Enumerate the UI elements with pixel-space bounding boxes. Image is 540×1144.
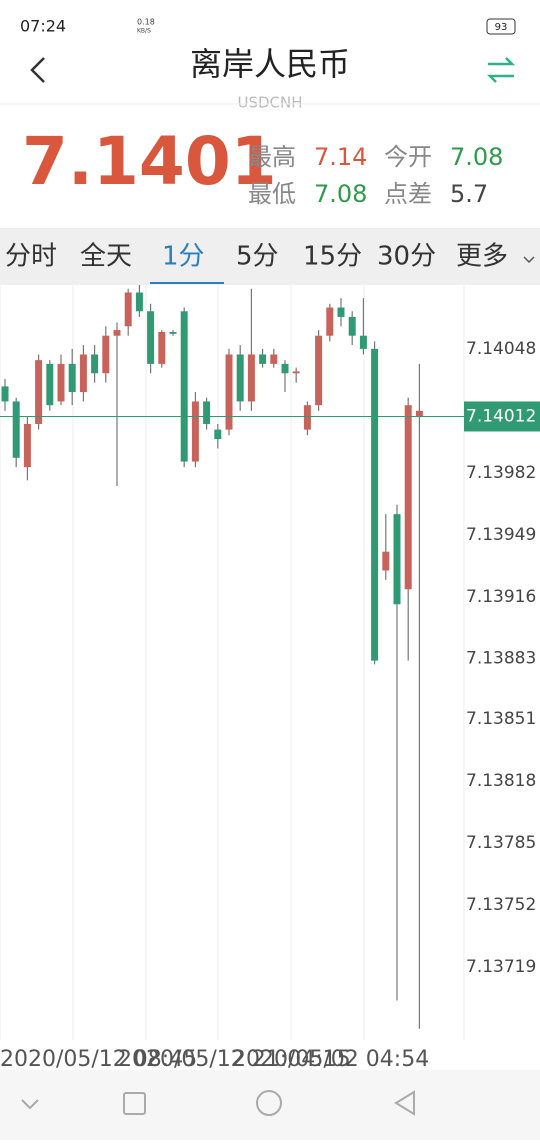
candle-body — [236, 354, 244, 402]
nav-home[interactable] — [256, 1090, 282, 1116]
x-tick-label: 2020/05/02 04:54 — [232, 1047, 429, 1072]
back-button[interactable] — [30, 57, 45, 83]
candle-body — [315, 335, 323, 406]
y-tick-label: 7.14048 — [466, 339, 536, 359]
status-time: 07:24 — [20, 17, 66, 36]
candle-body — [169, 331, 177, 334]
x-tick-label: 2020/05/12 08:45 — [0, 1047, 197, 1072]
low-value: 7.08 — [314, 180, 367, 208]
candle-body — [135, 292, 143, 312]
more-arrow[interactable] — [523, 256, 535, 264]
candle-body — [382, 551, 390, 571]
spread-label: 点差 — [384, 180, 432, 208]
candle-body — [415, 410, 423, 417]
low-label: 最低 — [248, 180, 296, 208]
candle-body — [102, 335, 110, 374]
nav-down[interactable] — [21, 1099, 39, 1110]
candle-body — [46, 363, 54, 406]
candle-body — [23, 423, 31, 468]
candle-body — [259, 354, 267, 364]
candle-body — [180, 311, 188, 462]
candle-body — [91, 354, 99, 374]
spread-value: 5.7 — [450, 180, 488, 208]
tab[interactable]: 30分 — [377, 242, 436, 272]
candle-body — [281, 363, 289, 374]
open-label: 今开 — [384, 143, 432, 171]
candle-body — [247, 354, 255, 402]
status-speed-unit: KB/S — [137, 28, 151, 35]
candle-body — [79, 354, 87, 393]
page-title: 离岸人民币 — [190, 45, 350, 83]
candle-body — [270, 354, 278, 364]
y-tick-label: 7.13982 — [466, 463, 536, 483]
candle-body — [393, 514, 401, 605]
candle-body — [191, 401, 199, 462]
switch-button[interactable] — [486, 57, 516, 83]
high-value: 7.14 — [314, 143, 367, 171]
tab[interactable]: 分时 — [5, 242, 57, 272]
nav-back[interactable] — [394, 1090, 415, 1116]
battery-level: 93 — [495, 22, 508, 33]
tab[interactable]: 1分 — [162, 242, 205, 272]
candle-body — [371, 348, 379, 661]
y-tick-label: 7.13883 — [466, 649, 536, 669]
tab-bar — [0, 228, 540, 285]
x-tick-label: 2020/05/12 21:04:15 — [118, 1047, 351, 1072]
y-tick-label: 7.13949 — [466, 525, 536, 545]
system-nav — [0, 1070, 540, 1140]
high-label: 最高 — [248, 143, 296, 171]
tab[interactable]: 更多 — [456, 242, 508, 272]
candle-body — [113, 330, 121, 336]
tab[interactable]: 15分 — [303, 242, 362, 272]
candle-body — [1, 386, 9, 402]
candle-body — [147, 311, 155, 364]
candle-body — [57, 363, 65, 402]
candle-body — [203, 401, 211, 424]
candle-body — [124, 292, 132, 327]
status-speed: 0.18 — [137, 18, 155, 27]
y-tick-label: 7.13719 — [466, 957, 536, 977]
tab[interactable]: 5分 — [236, 242, 279, 272]
current-price-tag — [464, 401, 540, 432]
candle-body — [214, 429, 222, 440]
candle-body — [158, 331, 166, 364]
candle-body — [292, 371, 300, 374]
candle-body — [348, 316, 356, 336]
battery-icon — [486, 18, 516, 35]
y-tick-label: 7.13916 — [466, 587, 536, 607]
candle-body — [225, 354, 233, 430]
candle-body — [359, 335, 367, 349]
price: 7.1401 — [22, 123, 277, 200]
y-tick-label: 7.13752 — [466, 895, 536, 915]
y-tick-label: 7.13851 — [466, 709, 536, 729]
candle-body — [303, 405, 311, 430]
candle-body — [337, 307, 345, 317]
candle-body — [404, 405, 412, 590]
subtitle: USDCNH — [237, 94, 302, 112]
open-value: 7.08 — [450, 143, 503, 171]
tab[interactable]: 全天 — [80, 242, 132, 272]
candle-body — [35, 360, 43, 424]
candle-body — [68, 363, 76, 393]
y-tick-label: 7.13818 — [466, 771, 536, 791]
current-price-label: 7.14012 — [466, 406, 536, 426]
nav-recent[interactable] — [123, 1092, 146, 1115]
candle-body — [12, 401, 20, 458]
candle-body — [326, 307, 334, 336]
y-tick-label: 7.13785 — [466, 833, 536, 853]
